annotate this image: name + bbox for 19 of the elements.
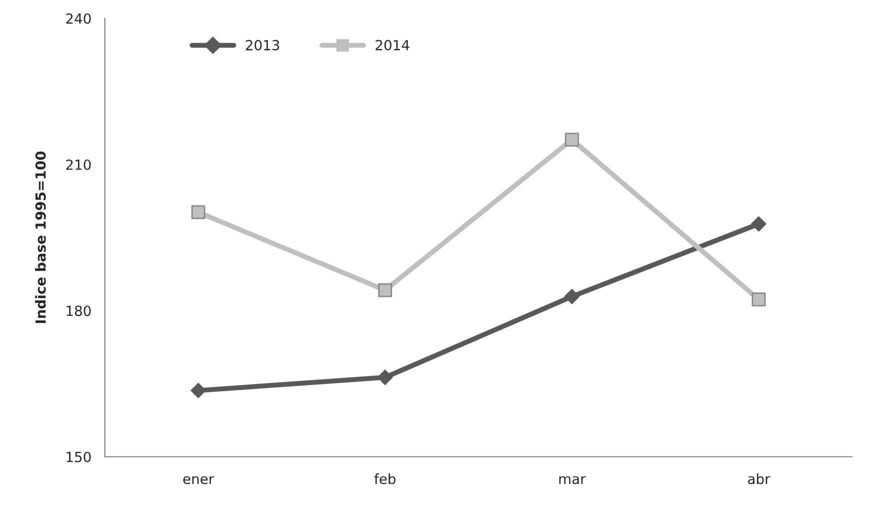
point — [190, 382, 206, 398]
legend-label: 2014 — [376, 40, 410, 50]
y-tick-label: 150 — [66, 452, 91, 462]
x-tick-label: ener — [183, 476, 214, 484]
point — [564, 132, 579, 147]
point — [751, 216, 766, 232]
y-tick-label: 240 — [66, 13, 91, 24]
point — [378, 370, 393, 385]
y-tick-label: 210 — [66, 159, 91, 170]
point — [191, 205, 206, 220]
x-tick-label: feb — [374, 473, 396, 484]
point — [378, 283, 392, 298]
x-tick-label: abr — [748, 473, 770, 484]
point — [752, 292, 766, 306]
x-tick-label: mar — [559, 476, 586, 484]
legend-label: 2013 — [246, 40, 280, 50]
y-axis-title: Indice base 1995=100 — [35, 152, 46, 323]
y-tick-label: 180 — [66, 306, 91, 316]
point — [564, 288, 580, 304]
